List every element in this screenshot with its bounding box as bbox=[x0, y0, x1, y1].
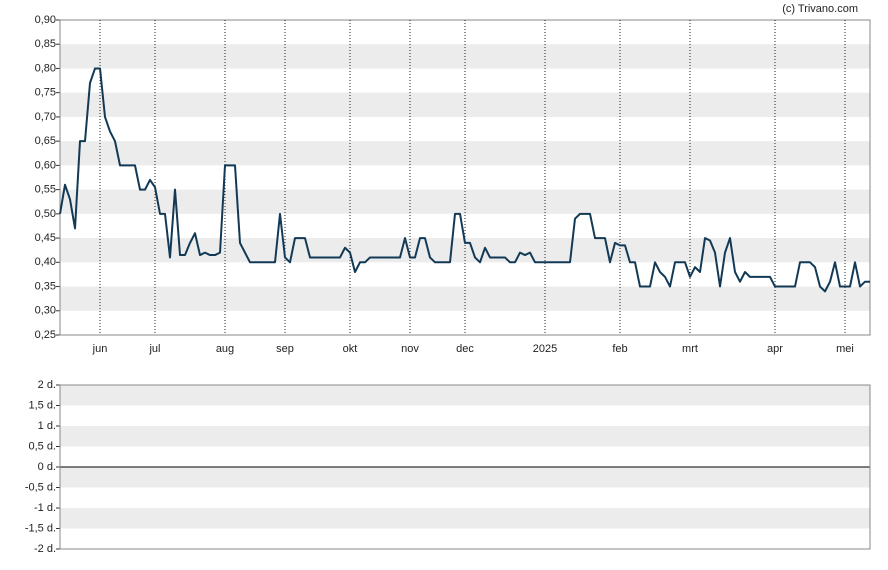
x-tick-label: jun bbox=[92, 343, 108, 355]
grid-band bbox=[60, 189, 870, 214]
y-tick-label: 0,85 bbox=[35, 38, 56, 50]
x-tick-label: nov bbox=[401, 343, 419, 355]
grid-band bbox=[60, 508, 870, 529]
x-tick-label: mei bbox=[836, 343, 854, 355]
y-tick-label: 0,5 d. bbox=[28, 440, 56, 452]
y-tick-label: -1 d. bbox=[34, 502, 56, 514]
y-tick-label: 0,90 bbox=[35, 14, 56, 26]
y-tick-label: 0,80 bbox=[35, 62, 56, 74]
grid-band bbox=[60, 467, 870, 488]
x-tick-label: sep bbox=[276, 343, 294, 355]
y-tick-label: 0,50 bbox=[35, 208, 56, 220]
y-tick-label: 0,30 bbox=[35, 305, 56, 317]
y-tick-label: -1,5 d. bbox=[25, 522, 56, 534]
y-tick-label: 1 d. bbox=[38, 420, 56, 432]
y-tick-label: 0,65 bbox=[35, 135, 56, 147]
x-tick-label: feb bbox=[612, 343, 627, 355]
y-tick-label: 0,60 bbox=[35, 159, 56, 171]
x-tick-label: 2025 bbox=[533, 343, 557, 355]
price-line bbox=[59, 67, 870, 293]
y-tick-label: 1,5 d. bbox=[28, 399, 56, 411]
x-tick-label: dec bbox=[456, 343, 474, 355]
y-tick-label: 0,40 bbox=[35, 256, 56, 268]
y-tick-label: -2 d. bbox=[34, 543, 56, 555]
y-tick-label: 0,35 bbox=[35, 280, 56, 292]
x-tick-label: aug bbox=[216, 343, 234, 355]
y-tick-label: 0,75 bbox=[35, 87, 56, 99]
source-label: (c) Trivano.com bbox=[782, 3, 858, 15]
y-tick-label: 2 d. bbox=[38, 379, 56, 391]
x-tick-label: apr bbox=[767, 343, 783, 355]
x-tick-label: jul bbox=[148, 343, 160, 355]
x-tick-label: mrt bbox=[682, 343, 698, 355]
y-tick-label: 0,70 bbox=[35, 111, 56, 123]
x-tick-label: okt bbox=[343, 343, 358, 355]
y-tick-label: 0,55 bbox=[35, 184, 56, 196]
grid-band bbox=[60, 385, 870, 406]
y-tick-label: 0 d. bbox=[38, 461, 56, 473]
y-tick-label: 0,45 bbox=[35, 232, 56, 244]
grid-band bbox=[60, 426, 870, 447]
y-tick-label: 0,25 bbox=[35, 329, 56, 341]
y-tick-label: -0,5 d. bbox=[25, 481, 56, 493]
plot-frame bbox=[59, 384, 871, 550]
